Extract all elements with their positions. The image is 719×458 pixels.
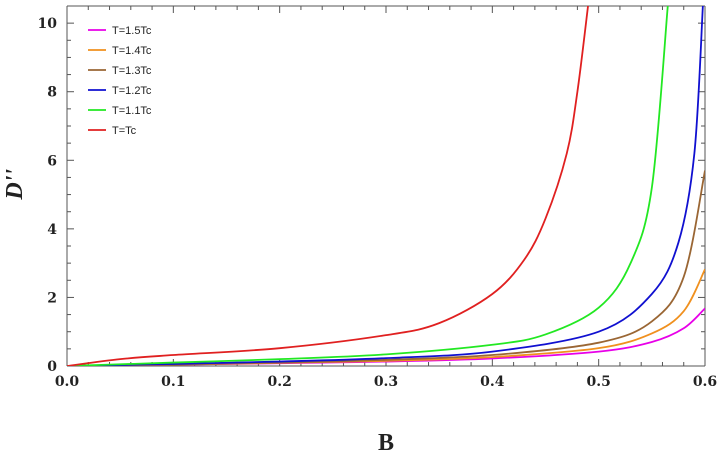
legend-label: T=1.5Tc bbox=[112, 25, 152, 37]
x-tick-label: 0.2 bbox=[267, 374, 291, 390]
series-line-t-1-1tc bbox=[67, 6, 669, 366]
legend: T=1.5Tc T=1.4Tc T=1.3Tc T=1.2Tc T=1.1Tc T=Tc bbox=[88, 25, 152, 137]
legend-label: T=1.3Tc bbox=[112, 65, 152, 77]
legend-label: T=Tc bbox=[112, 125, 137, 137]
y-tick-label: 8 bbox=[47, 85, 57, 101]
series-lines bbox=[67, 6, 705, 366]
x-tick-label: 0.0 bbox=[55, 374, 80, 390]
y-tick-label: 0 bbox=[47, 359, 57, 375]
axes-group: 0.0 0.1 0.2 0.3 0.4 0.5 0.6 0 2 4 6 8 10 bbox=[38, 5, 717, 390]
series-line-t-1-4tc bbox=[67, 268, 705, 366]
x-tick-label: 0.5 bbox=[586, 374, 610, 390]
x-axis-title: B bbox=[378, 430, 394, 456]
x-tick-label: 0.6 bbox=[693, 374, 717, 390]
series-line-t-1-2tc bbox=[67, 6, 704, 366]
series-line-t-1-3tc bbox=[67, 170, 705, 366]
legend-label: T=1.1Tc bbox=[112, 105, 152, 117]
legend-label: T=1.4Tc bbox=[112, 45, 152, 57]
y-tick-label: 6 bbox=[47, 153, 57, 169]
series-line-t-tc bbox=[67, 6, 589, 366]
x-tick-label: 0.3 bbox=[374, 374, 398, 390]
x-tick-label: 0.1 bbox=[161, 374, 185, 390]
y-tick-label: 10 bbox=[38, 16, 58, 32]
x-tick-label: 0.4 bbox=[480, 374, 505, 390]
y-tick-label: 4 bbox=[47, 222, 57, 238]
legend-label: T=1.2Tc bbox=[112, 85, 152, 97]
y-axis-title: D'' bbox=[2, 169, 28, 201]
y-tick-label: 2 bbox=[47, 290, 57, 306]
